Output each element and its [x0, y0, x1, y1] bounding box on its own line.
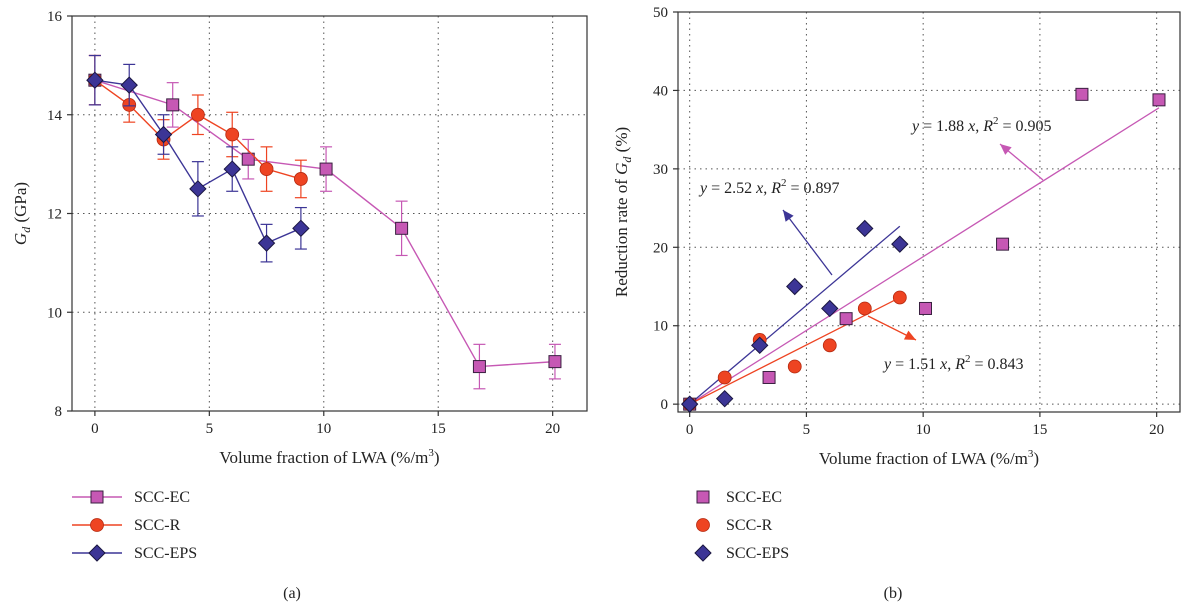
x-tick-label: 5: [206, 421, 214, 437]
x-tick-label: 0: [686, 422, 694, 438]
y-tick-label: 8: [55, 404, 63, 420]
arrow-scc-ec: [999, 143, 1044, 181]
data-point: [190, 107, 205, 122]
legend-marker: [696, 490, 710, 504]
legend-entry: SCC-R: [72, 517, 181, 534]
y-tick-label: 10: [653, 319, 668, 335]
legend-entry: SCC-EC: [696, 489, 782, 506]
chart-panel-a: 0 5 10 15 20 8 10 12 14 16 Volume fraction of LWA …: [11, 9, 588, 602]
data-point: [223, 160, 241, 178]
data-point: [241, 152, 255, 166]
arrow-head: [783, 210, 794, 222]
data-point: [225, 127, 240, 142]
y-tick-label: 40: [653, 83, 668, 99]
data-point: [839, 312, 853, 326]
data-point: [86, 71, 104, 89]
equation-scc-r: y = 1.51 x, R2 = 0.843: [882, 353, 1024, 373]
panel-label-a: (a): [283, 585, 301, 602]
x-tick-label: 10: [316, 421, 331, 437]
plot-frame: [677, 11, 1181, 413]
chart-panel-b: 0 5 10 15 20 0 10 20 30 40 50 Volume fraction of LW…: [612, 5, 1181, 602]
data-point: [821, 299, 839, 318]
data-point: [856, 219, 874, 238]
legend-label: SCC-R: [134, 517, 181, 534]
data-point: [1075, 87, 1089, 101]
y-axis-label: Reduction rate of Gd (%): [612, 127, 634, 297]
legend-marker: [88, 544, 106, 562]
data-point: [548, 355, 562, 369]
series-scc-ec: [88, 54, 562, 390]
series-scc-eps: [680, 219, 909, 413]
legend-marker: [90, 490, 104, 504]
data-point: [822, 338, 837, 353]
y-axis-label: Gd (GPa): [11, 182, 33, 245]
x-axis-label: Volume fraction of LWA (%/m3): [819, 448, 1039, 468]
data-point: [762, 370, 776, 384]
data-point: [472, 360, 486, 374]
y-tick-label: 14: [47, 108, 63, 124]
y-tick-label: 16: [47, 9, 63, 25]
y-tick-label: 50: [653, 5, 668, 21]
data-point: [257, 234, 276, 252]
data-point: [786, 277, 804, 296]
y-tick-label: 30: [653, 162, 668, 178]
legend-label: SCC-EPS: [134, 545, 197, 562]
arrow-head: [903, 330, 916, 340]
panel-label-b: (b): [884, 585, 903, 602]
data-point: [259, 162, 274, 176]
data-point: [715, 389, 734, 408]
data-point: [1152, 93, 1166, 107]
y-tick-label: 12: [47, 207, 62, 223]
fit-line-scc-ec: [689, 107, 1160, 405]
x-tick-label: 20: [1149, 422, 1164, 438]
data-point: [891, 235, 909, 253]
data-point: [717, 370, 732, 385]
data-point: [120, 76, 138, 94]
series-scc-eps: [86, 54, 310, 263]
equation-scc-ec: y = 1.88 x, R2 = 0.905: [910, 115, 1052, 135]
arrow-head: [1000, 144, 1012, 155]
data-point: [292, 219, 310, 238]
legend-label: SCC-EC: [726, 489, 782, 506]
data-point: [892, 290, 907, 305]
legend-entry: SCC-EPS: [694, 544, 789, 562]
y-tick-label: 10: [47, 305, 62, 321]
data-point: [395, 221, 409, 235]
legend-marker: [90, 518, 104, 532]
legend-marker: [694, 544, 712, 562]
legend-entry: SCC-R: [696, 517, 773, 534]
data-point: [154, 125, 173, 144]
data-point: [189, 180, 207, 198]
data-point: [680, 395, 699, 413]
x-tick-label: 15: [431, 421, 446, 437]
x-tick-label: 15: [1032, 422, 1047, 438]
arrow-shaft: [782, 209, 833, 276]
legend-entry: SCC-EPS: [72, 544, 197, 562]
x-tick-label: 5: [803, 422, 811, 438]
data-point: [166, 98, 180, 112]
x-tick-label: 0: [91, 421, 99, 437]
legend-label: SCC-R: [726, 517, 773, 534]
equation-scc-eps: y = 2.52 x, R2 = 0.897: [698, 177, 840, 197]
legend-label: SCC-EC: [134, 489, 190, 506]
x-axis-label: Volume fraction of LWA (%/m3): [219, 447, 439, 467]
legend-marker: [696, 518, 710, 532]
legend-entry: SCC-EC: [72, 489, 190, 506]
data-point: [857, 301, 872, 316]
data-point: [293, 172, 308, 186]
legend-label: SCC-EPS: [726, 545, 789, 562]
data-point: [787, 359, 802, 374]
x-tick-label: 20: [545, 421, 560, 437]
data-point: [996, 237, 1010, 251]
arrow-scc-eps: [782, 209, 833, 276]
arrow-scc-r: [867, 315, 917, 341]
data-point: [319, 162, 333, 176]
x-tick-label: 10: [916, 422, 931, 438]
data-point: [918, 301, 932, 315]
y-tick-label: 0: [661, 397, 669, 413]
y-tick-label: 20: [653, 240, 668, 256]
data-point: [751, 336, 769, 355]
